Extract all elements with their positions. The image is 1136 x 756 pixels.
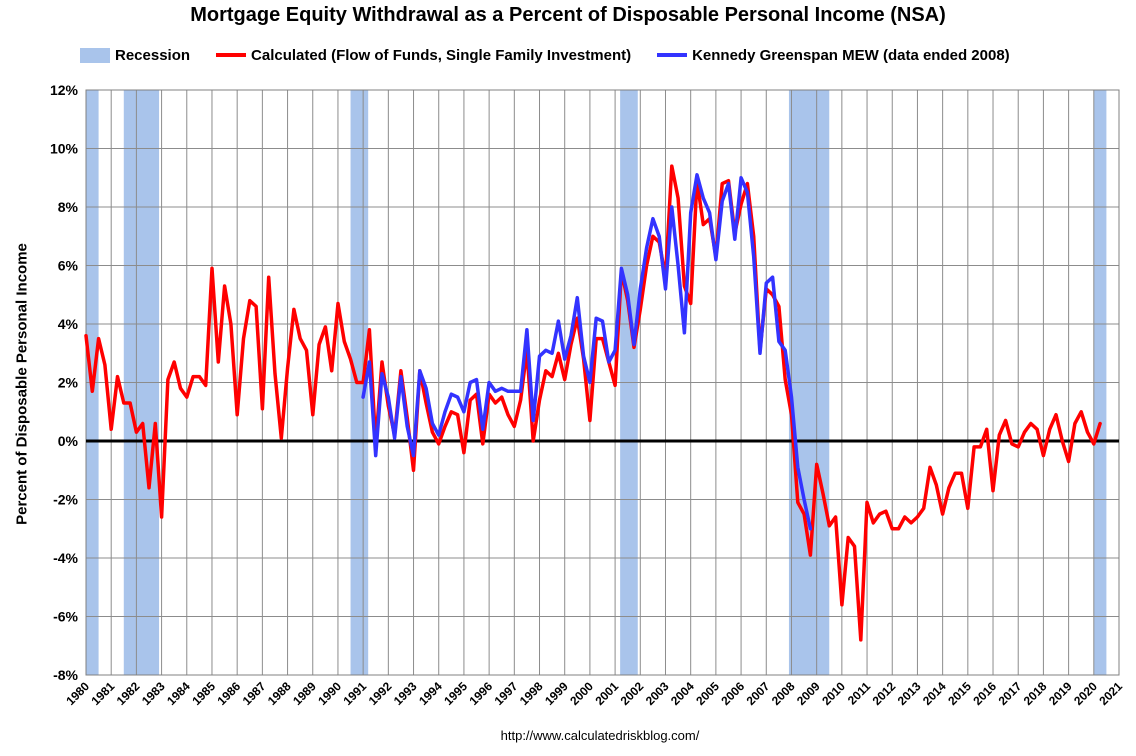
- x-tick-label: 2018: [1021, 679, 1050, 708]
- x-tick-label: 2020: [1071, 679, 1100, 708]
- y-tick-label: -4%: [53, 550, 78, 566]
- x-tick-label: 2014: [920, 679, 949, 708]
- chart-title: Mortgage Equity Withdrawal as a Percent …: [190, 4, 946, 26]
- legend-item-kennedy: Kennedy Greenspan MEW (data ended 2008): [657, 47, 1010, 64]
- y-tick-label: 8%: [58, 199, 79, 215]
- legend-label-kennedy: Kennedy Greenspan MEW (data ended 2008): [692, 46, 1010, 64]
- y-tick-label: -8%: [53, 667, 78, 683]
- legend-label-calculated: Calculated (Flow of Funds, Single Family…: [251, 46, 632, 64]
- legend-item-calculated: Calculated (Flow of Funds, Single Family…: [216, 47, 631, 64]
- x-tick-label: 2001: [592, 679, 621, 708]
- legend-label-recession: Recession: [115, 46, 191, 64]
- x-tick-label: 1995: [441, 679, 470, 708]
- x-tick-label: 2003: [643, 679, 672, 708]
- x-tick-label: 1987: [240, 679, 269, 708]
- x-tick-label: 1993: [391, 679, 420, 708]
- y-tick-label: 6%: [58, 258, 79, 274]
- x-tick-label: 1981: [89, 679, 118, 708]
- x-tick-label: 1999: [542, 679, 571, 708]
- legend-swatch-calculated: [216, 53, 247, 57]
- x-tick-label: 1991: [340, 679, 369, 708]
- x-tick-label: 1998: [517, 679, 546, 708]
- y-tick-label: 4%: [58, 316, 79, 332]
- legend-swatch-kennedy: [657, 53, 688, 57]
- x-tick-label: 2021: [1096, 679, 1125, 708]
- series-line-calculated: [84, 164, 1102, 642]
- y-tick-label: 0%: [58, 433, 79, 449]
- y-tick-label: 2%: [58, 375, 79, 391]
- x-tick-label: 1988: [265, 679, 294, 708]
- y-tick-label: 12%: [50, 82, 79, 98]
- x-tick-label: 2002: [618, 679, 647, 708]
- x-tick-label: 1982: [114, 679, 143, 708]
- x-tick-label: 2005: [693, 679, 722, 708]
- x-tick-label: 1983: [139, 679, 168, 708]
- x-tick-label: 2007: [744, 679, 773, 708]
- x-tick-label: 1986: [215, 679, 244, 708]
- x-tick-label: 2009: [794, 679, 823, 708]
- x-tick-label: 2011: [845, 679, 874, 708]
- x-tick-label: 1992: [366, 679, 395, 708]
- legend-swatch-recession: [80, 47, 110, 63]
- y-axis-label: Percent of Disposable Personal Income: [13, 243, 31, 525]
- x-tick-label: 1980: [63, 679, 92, 708]
- x-tick-label: 2016: [970, 679, 999, 708]
- x-tick-label: 2006: [718, 679, 747, 708]
- x-tick-label: 1989: [290, 679, 319, 708]
- x-tick-label: 2013: [895, 679, 924, 708]
- x-tick-label: 2010: [819, 679, 848, 708]
- x-tick-label: 1984: [164, 679, 193, 708]
- x-tick-label: 2004: [668, 679, 697, 708]
- x-tick-label: 2019: [1046, 679, 1075, 708]
- x-tick-label: 2017: [996, 679, 1025, 708]
- x-tick-label: 1994: [416, 679, 445, 708]
- y-tick-label: -2%: [53, 492, 78, 508]
- x-tick-label: 1985: [189, 679, 218, 708]
- x-tick-label: 2000: [567, 679, 596, 708]
- x-tick-label: 1997: [492, 679, 521, 708]
- x-tick-label: 2008: [769, 679, 798, 708]
- source-url: http://www.calculatedriskblog.com/: [500, 728, 700, 743]
- x-tick-label: 2012: [870, 679, 899, 708]
- series-line-kennedy: [361, 173, 813, 531]
- y-tick-label: -6%: [53, 609, 78, 625]
- x-tick-label: 2015: [945, 679, 974, 708]
- plot-border: [85, 89, 1120, 676]
- chart-legend: Recession Calculated (Flow of Funds, Sin…: [80, 44, 1036, 66]
- x-tick-label: 1990: [315, 679, 344, 708]
- y-tick-label: 10%: [50, 141, 79, 157]
- x-tick-label: 1996: [466, 679, 495, 708]
- legend-item-recession: Recession: [80, 47, 190, 64]
